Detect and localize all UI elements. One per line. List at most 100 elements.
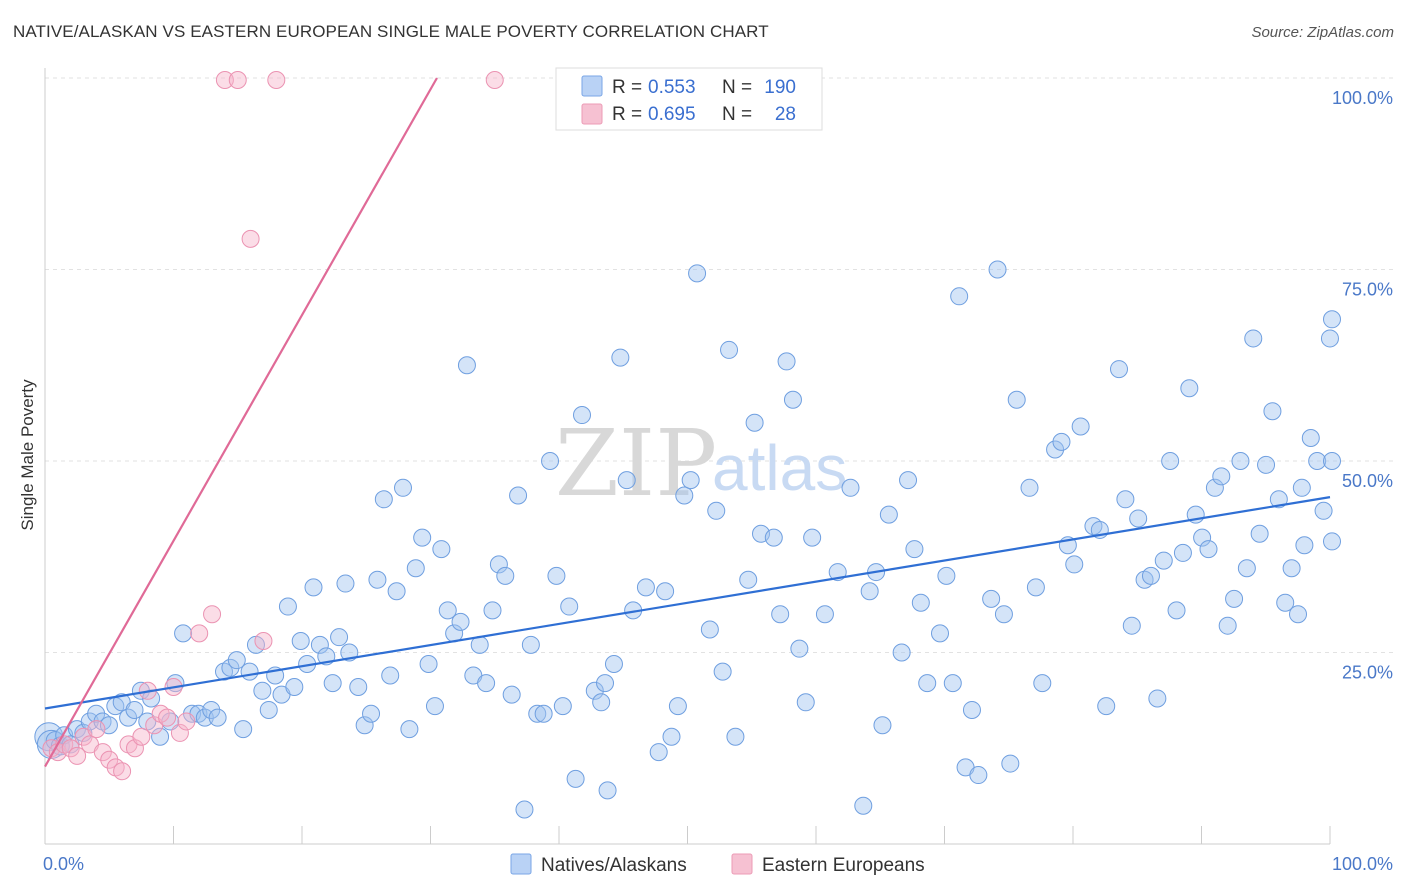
point-natives (387, 582, 406, 601)
point-natives (1314, 501, 1333, 520)
point-natives (688, 264, 707, 283)
point-natives (1263, 402, 1282, 421)
point-natives (1129, 509, 1148, 528)
point-eastern (241, 229, 260, 248)
point-natives (1292, 478, 1311, 497)
point-natives (560, 597, 579, 616)
legend-r-label-1: R = (612, 77, 642, 98)
data-points (34, 71, 1341, 819)
point-eastern (215, 71, 234, 89)
source-label: Source: ZipAtlas.com (1251, 24, 1394, 41)
point-natives (566, 769, 585, 788)
point-natives (534, 704, 553, 723)
point-natives (1161, 452, 1180, 470)
watermark-atlas: atlas (712, 432, 847, 504)
point-natives (457, 356, 476, 375)
point-natives (1180, 379, 1199, 398)
point-natives (1071, 417, 1090, 436)
point-natives (982, 589, 1001, 608)
point-natives (611, 348, 630, 367)
watermark: ZIP atlas (555, 410, 847, 517)
point-eastern (485, 71, 504, 89)
point-natives (1065, 555, 1084, 574)
point-natives (119, 708, 138, 727)
series-legend-eastern: Eastern Europeans (762, 855, 925, 876)
point-natives (1237, 559, 1256, 578)
point-natives (1122, 616, 1141, 635)
point-natives (879, 505, 898, 524)
point-natives (368, 570, 387, 589)
legend-swatch-blue (581, 75, 603, 97)
point-natives (483, 601, 502, 620)
point-natives (713, 662, 732, 681)
point-natives (1110, 360, 1129, 379)
point-natives (1173, 543, 1192, 562)
grid-lines (45, 77, 1395, 653)
point-natives (720, 340, 739, 359)
point-natives (502, 685, 521, 704)
point-natives (394, 478, 413, 497)
point-natives (489, 555, 508, 574)
point-eastern (125, 739, 144, 758)
point-eastern (132, 727, 151, 746)
point-natives (330, 628, 349, 647)
legend-n-value-1: 190 (764, 77, 796, 98)
point-natives (969, 766, 988, 785)
point-natives (675, 486, 694, 505)
point-natives (253, 681, 272, 700)
point-natives (521, 635, 540, 654)
point-natives (905, 540, 924, 559)
point-eastern (190, 624, 209, 643)
point-natives (151, 727, 170, 746)
point-natives (994, 605, 1013, 624)
point-natives (227, 651, 246, 670)
point-natives (783, 390, 802, 409)
point-natives (419, 654, 438, 673)
y-tick-label: 50.0% (1342, 471, 1393, 491)
point-natives (1141, 566, 1160, 585)
point-natives (1046, 440, 1065, 459)
point-natives (1033, 674, 1052, 693)
point-natives (174, 624, 193, 643)
point-natives (432, 540, 451, 559)
point-natives (592, 693, 611, 712)
point-natives (1289, 605, 1308, 624)
series-legend-natives: Natives/Alaskans (541, 855, 687, 876)
legend-r-label-2: R = (612, 104, 642, 125)
point-eastern (100, 750, 119, 769)
point-natives (854, 796, 873, 815)
point-natives (573, 406, 592, 425)
point-eastern (177, 712, 196, 731)
point-natives (1052, 432, 1071, 451)
x-tick-label: 0.0% (43, 854, 84, 874)
point-natives (931, 624, 950, 643)
point-natives (892, 643, 911, 662)
point-natives (336, 574, 355, 593)
point-natives (585, 681, 604, 700)
point-natives (1218, 616, 1237, 635)
point-natives (1097, 697, 1116, 716)
series-legend: Natives/Alaskans Eastern Europeans (510, 853, 925, 876)
point-natives (668, 697, 687, 716)
point-natives (790, 639, 809, 658)
point-natives (285, 677, 304, 696)
point-natives (1001, 754, 1020, 773)
point-eastern (68, 746, 87, 765)
point-natives (911, 593, 930, 612)
point-natives (547, 566, 566, 585)
legend-swatch-pink (581, 103, 603, 125)
point-eastern (158, 708, 177, 727)
point-natives (1205, 478, 1224, 497)
point-natives (656, 582, 675, 601)
y-tick-label: 75.0% (1342, 280, 1393, 300)
point-natives (815, 605, 834, 624)
point-natives (636, 578, 655, 597)
point-natives (1295, 536, 1314, 555)
point-natives (541, 452, 560, 470)
point-natives (1301, 429, 1320, 448)
point-natives (553, 697, 572, 716)
point-natives (771, 605, 790, 624)
point-natives (355, 716, 374, 735)
chart-title: NATIVE/ALASKAN VS EASTERN EUROPEAN SINGL… (13, 22, 769, 41)
point-natives (349, 677, 368, 696)
